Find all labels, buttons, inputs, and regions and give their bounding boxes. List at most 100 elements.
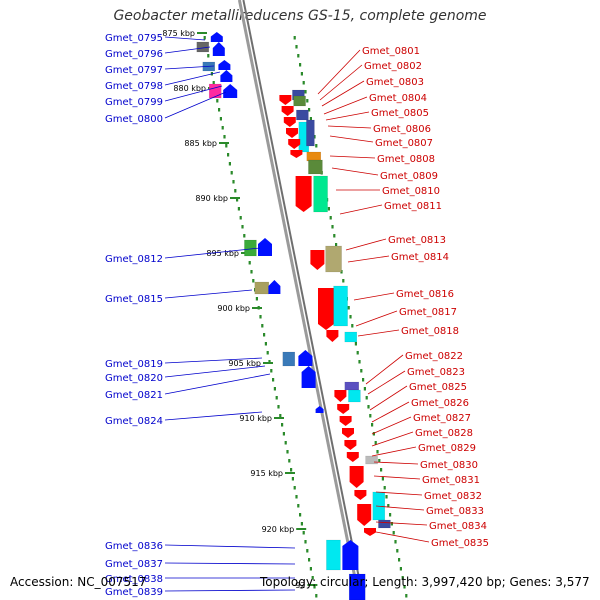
track-dot-left <box>273 387 276 391</box>
gene-leader-right <box>345 238 387 251</box>
gene-glyph-left <box>223 84 238 98</box>
track-dot-right <box>293 36 296 40</box>
kbp-tick-label: 92 <box>295 581 305 590</box>
gene-glyph-left <box>298 350 313 366</box>
track-dot-right <box>385 495 388 499</box>
track-dot-left <box>250 270 253 274</box>
track-dot-right <box>363 387 366 391</box>
gene-label-left: Gmet_0838 <box>105 574 163 585</box>
track-dot-left <box>219 117 222 121</box>
kbp-tick-label: 895 kbp <box>206 249 239 258</box>
gene-label-left: Gmet_0799 <box>105 97 163 108</box>
track-dot-right <box>327 207 330 211</box>
gene-leader-right <box>373 475 421 480</box>
gene-leader-right <box>329 155 376 159</box>
gene-label-left: Gmet_0824 <box>105 416 163 427</box>
track-dot-left <box>284 441 287 445</box>
track-dot-left <box>286 450 289 454</box>
track-dot-left <box>207 54 210 58</box>
track-dot-left <box>313 585 316 589</box>
gene-glyph-right <box>348 389 361 403</box>
gene-glyph-right <box>325 245 342 273</box>
gene-label-left: Gmet_0795 <box>105 33 163 44</box>
gene-leader-right <box>323 96 368 115</box>
map-title: Geobacter metallireducens GS-15, complet… <box>113 8 487 24</box>
gene-label-left: Gmet_0815 <box>105 294 163 305</box>
gene-label-right: Gmet_0828 <box>415 428 473 439</box>
gene-leader-right <box>371 431 414 447</box>
gene-glyph-right <box>313 175 328 213</box>
gene-label-right: Gmet_0830 <box>420 460 478 471</box>
gene-label-right: Gmet_0806 <box>373 124 431 135</box>
track-dot-left <box>264 342 267 346</box>
track-dot-left <box>300 522 303 526</box>
track-dot-right <box>358 360 361 364</box>
track-dot-left <box>311 576 314 580</box>
gene-label-right: Gmet_0813 <box>388 235 446 246</box>
kbp-tick-label: 915 kbp <box>250 469 283 478</box>
gene-leader-left <box>164 365 266 378</box>
gene-label-right: Gmet_0809 <box>380 171 438 182</box>
track-dot-left <box>270 369 273 373</box>
gene-leader-right <box>327 125 372 129</box>
gene-glyph-right <box>344 440 357 450</box>
track-dot-left <box>279 414 282 418</box>
track-dot-left <box>236 198 239 202</box>
gene-label-left: Gmet_0797 <box>105 65 163 76</box>
gene-label-left: Gmet_0796 <box>105 49 163 60</box>
kbp-tick-label: 910 kbp <box>239 414 272 423</box>
gene-label-right: Gmet_0818 <box>401 326 459 337</box>
gene-leader-right <box>319 64 363 101</box>
track-dot-right <box>371 423 374 427</box>
gene-glyph-right <box>339 416 352 426</box>
gene-leader-left <box>164 289 253 299</box>
track-dot-left <box>259 315 262 319</box>
kbp-tick-label: 905 kbp <box>228 359 261 368</box>
gene-leader-right <box>317 49 361 95</box>
track-dot-right <box>302 81 305 85</box>
gene-label-right: Gmet_0823 <box>407 367 465 378</box>
gene-glyph-right <box>290 150 303 158</box>
gene-glyph-right <box>306 151 322 162</box>
track-dot-left <box>223 135 226 139</box>
gene-glyph-left <box>315 406 324 413</box>
gene-label-left: Gmet_0836 <box>105 541 163 552</box>
gene-glyph-right <box>306 119 315 147</box>
gene-glyph-right <box>326 330 339 342</box>
gene-glyph-right <box>293 95 306 107</box>
gene-label-right: Gmet_0801 <box>362 46 420 57</box>
track-dot-left <box>227 153 230 157</box>
kbp-tick-label: 885 kbp <box>184 139 217 148</box>
gene-leader-right <box>375 521 428 526</box>
gene-label-right: Gmet_0807 <box>375 138 433 149</box>
gene-leader-right <box>371 416 412 435</box>
gene-label-right: Gmet_0805 <box>371 108 429 119</box>
gene-label-right: Gmet_0826 <box>411 398 469 409</box>
gene-leader-left <box>164 357 263 364</box>
gene-leader-left <box>164 562 296 565</box>
gene-leader-right <box>371 401 410 423</box>
gene-label-right: Gmet_0834 <box>429 521 487 532</box>
gene-leader-right <box>369 385 408 411</box>
gene-glyph-right <box>318 288 334 330</box>
gene-leader-right <box>371 446 417 457</box>
track-dot-left <box>218 108 221 112</box>
track-dot-right <box>403 585 406 589</box>
gene-glyph-right <box>378 519 391 529</box>
track-dot-right <box>342 279 345 283</box>
kbp-tick-label: 880 kbp <box>173 84 206 93</box>
gene-glyph-right <box>288 139 301 149</box>
track-dot-right <box>394 540 397 544</box>
gene-glyph-right <box>337 404 350 414</box>
track-dot-right <box>405 594 408 598</box>
gene-glyph-left <box>220 70 233 82</box>
gene-glyph-right <box>333 285 348 327</box>
track-dot-right <box>374 441 377 445</box>
gene-leader-right <box>353 292 395 301</box>
gene-label-right: Gmet_0802 <box>364 61 422 72</box>
gene-leader-right <box>373 461 419 465</box>
accession-label: Accession: NC_007517 <box>10 575 147 589</box>
gene-leader-left <box>164 544 296 549</box>
track-dot-left <box>277 405 280 409</box>
